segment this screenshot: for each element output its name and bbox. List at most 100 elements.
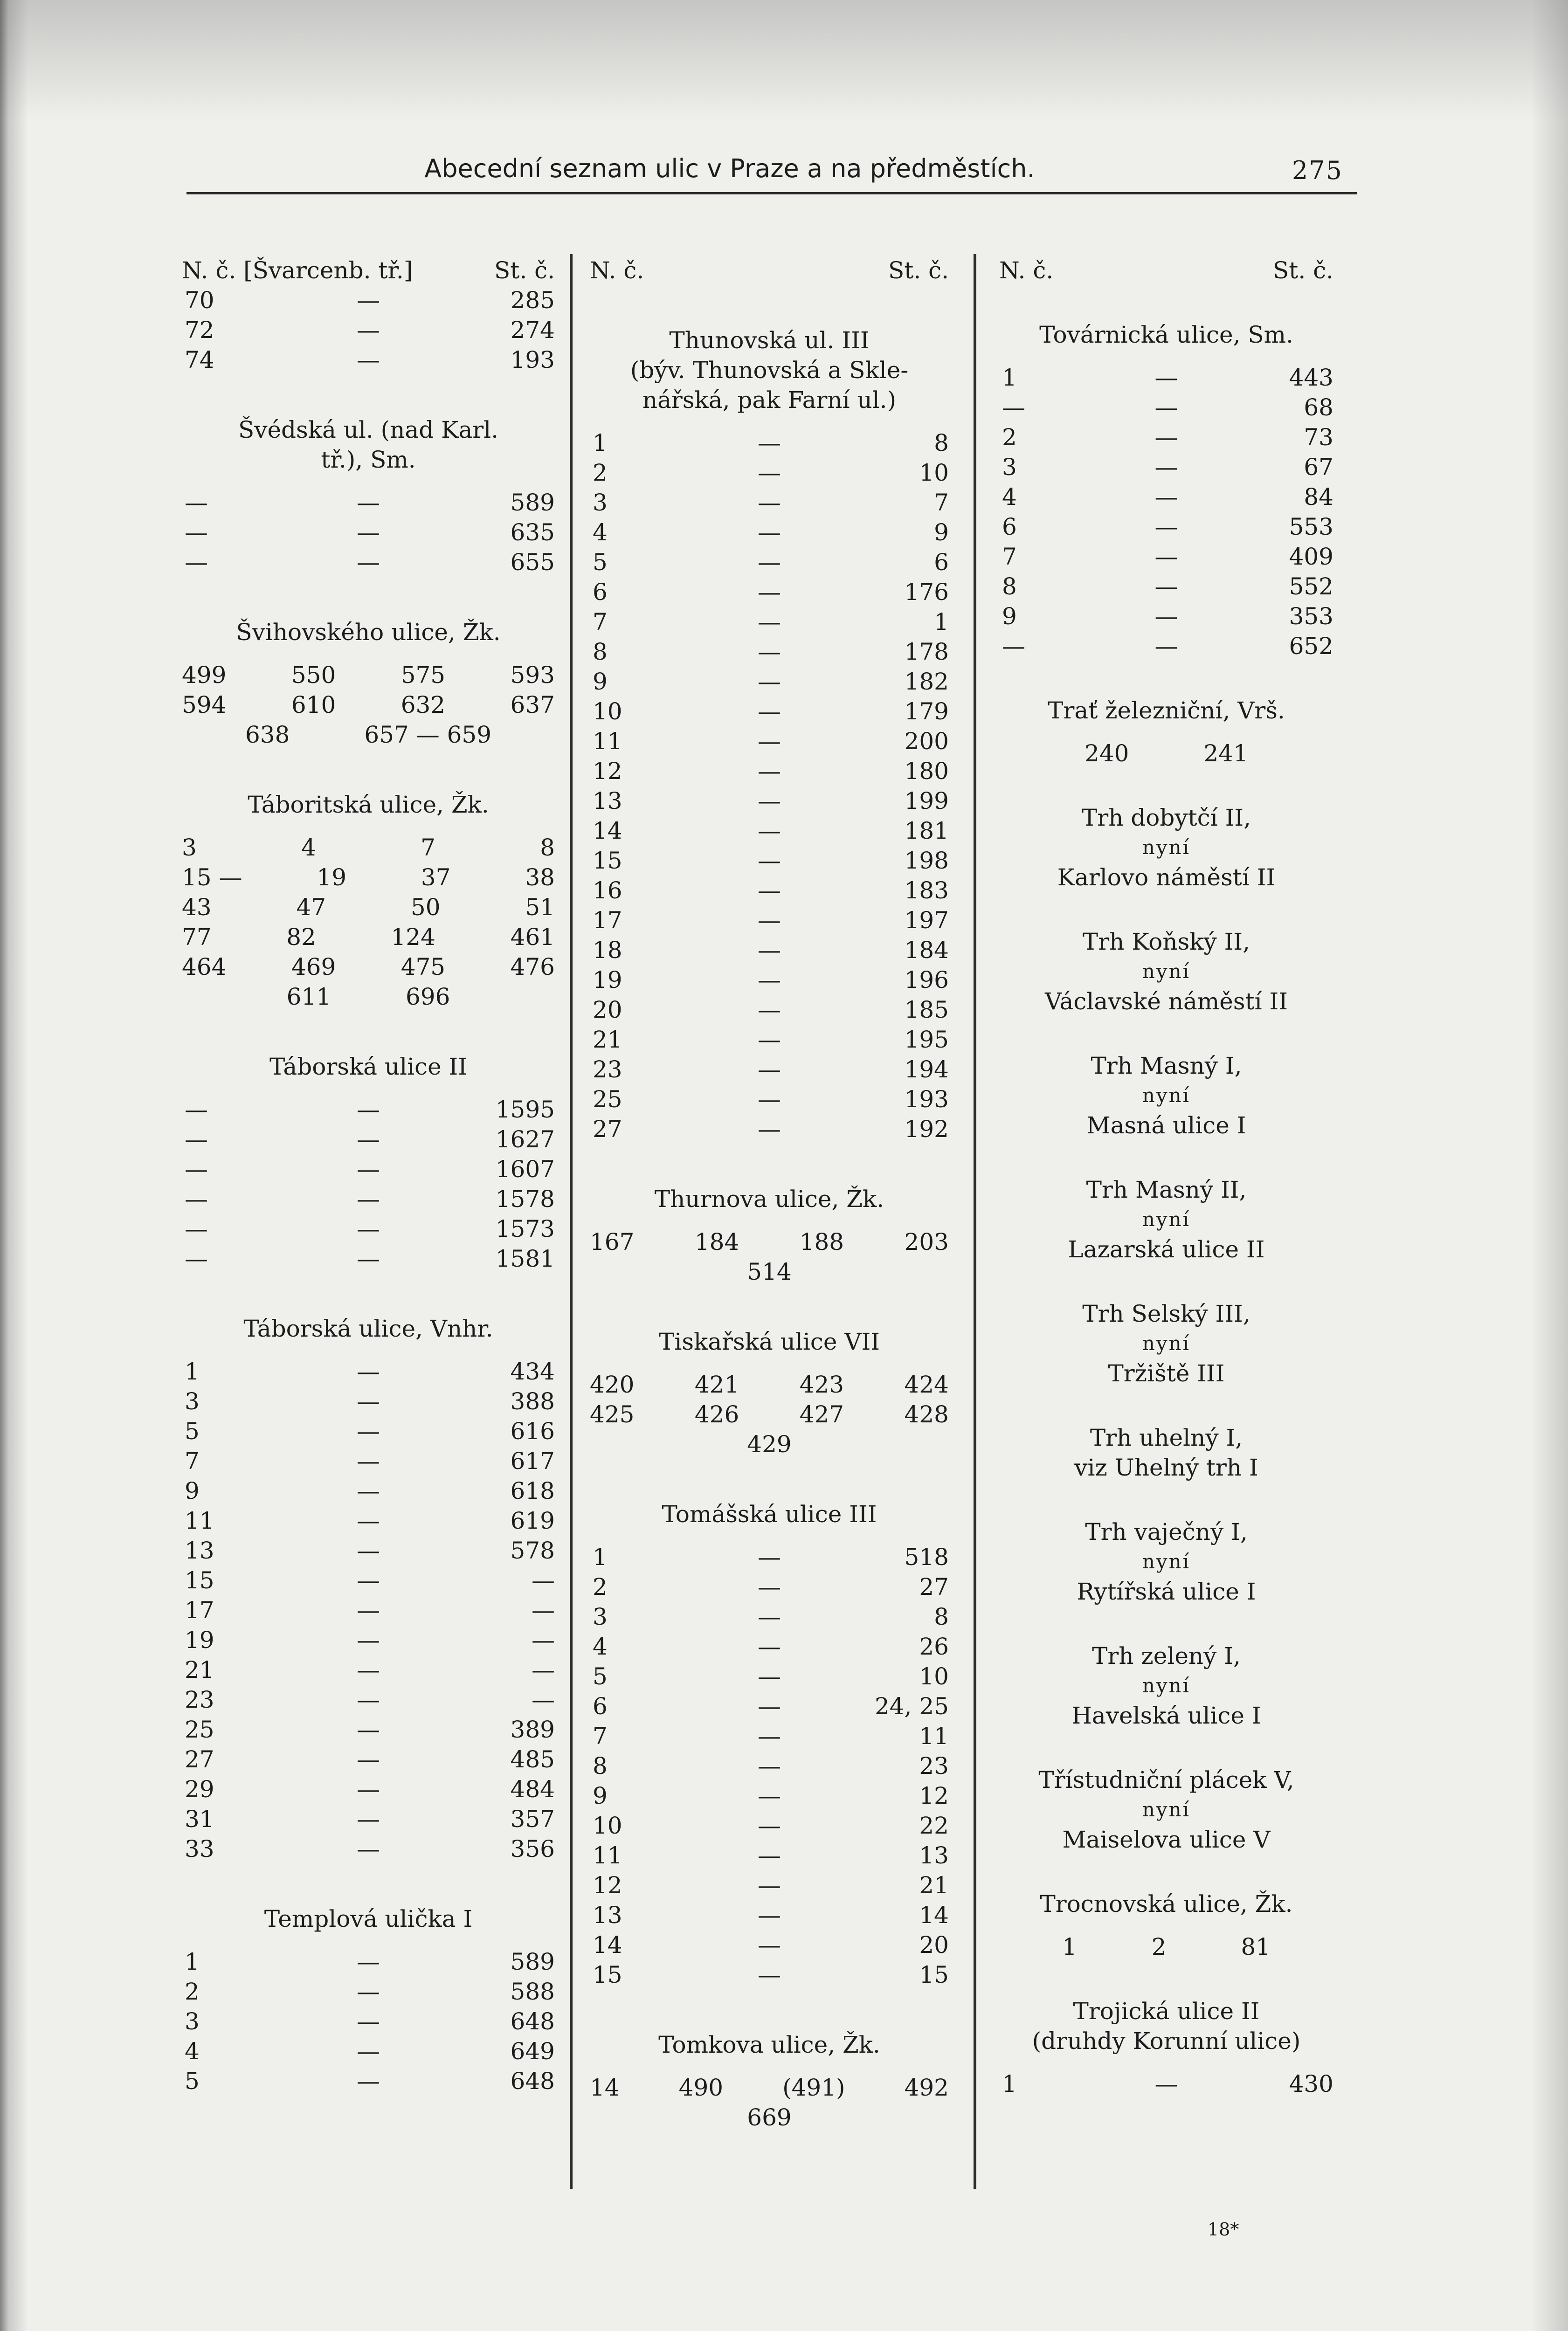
old-number: 193 bbox=[510, 346, 555, 373]
street-heading-line: Trh uhelný I, bbox=[1090, 1424, 1243, 1451]
new-number: 1 bbox=[1002, 2070, 1017, 2097]
new-number: 25 bbox=[593, 1086, 622, 1113]
house-number: 610 bbox=[291, 691, 336, 718]
old-number: 12 bbox=[919, 1782, 949, 1809]
old-number: 618 bbox=[510, 1477, 555, 1504]
table-row: 3 — 67 bbox=[999, 452, 1333, 482]
table-row: — — 68 bbox=[999, 393, 1333, 422]
old-number: 518 bbox=[904, 1544, 949, 1571]
house-number: 593 bbox=[510, 662, 555, 689]
new-number: 13 bbox=[185, 1537, 214, 1564]
new-number: 3 bbox=[185, 2008, 200, 2035]
house-number-row: 464 469 475 476 bbox=[182, 952, 555, 982]
house-number-row: 240 241 bbox=[999, 738, 1333, 768]
old-number: 180 bbox=[904, 758, 949, 785]
table-row: 15 — 15 bbox=[590, 1960, 949, 1990]
running-title: Abecední seznam ulic v Praze a na předmě… bbox=[424, 154, 1035, 183]
new-number: 2 bbox=[1002, 424, 1017, 451]
house-number: 3 bbox=[182, 834, 197, 861]
street-heading: Trh zelený I, nyní Havelská ulice I bbox=[999, 1641, 1333, 1731]
new-number: 5 bbox=[593, 1663, 608, 1690]
old-number: 616 bbox=[510, 1418, 555, 1445]
dash-separator: — bbox=[356, 1716, 380, 1743]
street-heading: Třístudniční plácek V, nyní Maiselova ulic… bbox=[999, 1765, 1333, 1855]
table-row: 16 — 183 bbox=[590, 876, 949, 905]
table-row: 23 — — bbox=[182, 1685, 555, 1715]
dash-separator: — bbox=[757, 1086, 781, 1113]
new-number-header: N. č. bbox=[999, 257, 1054, 284]
table-row: 2 — 27 bbox=[590, 1572, 949, 1602]
table-row: 15 — — bbox=[182, 1565, 555, 1595]
house-number: 476 bbox=[510, 953, 555, 980]
house-number: 15 — bbox=[182, 864, 242, 891]
old-number: 388 bbox=[510, 1388, 555, 1415]
house-number: 203 bbox=[904, 1228, 949, 1255]
house-number-row: 77 82 124 461 bbox=[182, 922, 555, 952]
table-row: 7 — 409 bbox=[999, 542, 1333, 572]
old-number: 1 bbox=[934, 608, 949, 635]
new-number: 3 bbox=[593, 489, 608, 516]
dash-separator: — bbox=[356, 1186, 380, 1213]
new-number: 16 bbox=[593, 877, 622, 904]
column-header: N. č. St. č. bbox=[999, 255, 1333, 285]
old-number: 619 bbox=[510, 1507, 555, 1534]
new-number: 29 bbox=[185, 1776, 214, 1803]
dash-separator: — bbox=[757, 1872, 781, 1899]
dash-separator: — bbox=[1154, 454, 1178, 481]
dash-separator: — bbox=[757, 907, 781, 934]
dash-separator: — bbox=[356, 1567, 380, 1594]
table-row: 8 — 178 bbox=[590, 637, 949, 667]
old-number-header: St. č. bbox=[1272, 257, 1333, 284]
street-heading-line: Trh Koňský II, bbox=[1082, 928, 1250, 955]
house-number: 492 bbox=[904, 2074, 949, 2101]
dash-separator: — bbox=[757, 817, 781, 844]
new-number: 5 bbox=[185, 1418, 200, 1445]
street-index-column-1: N. č. [Švarcenb. tř.] St. č. 70—285 72—274 7… bbox=[182, 255, 555, 2096]
table-row: 11 — 200 bbox=[590, 726, 949, 756]
old-number: 199 bbox=[904, 787, 949, 814]
dash-separator: — bbox=[757, 1603, 781, 1630]
old-number: 68 bbox=[1304, 394, 1333, 421]
new-number: 3 bbox=[593, 1603, 608, 1630]
house-number: 638 bbox=[245, 721, 290, 748]
street-heading-line: nyní bbox=[1142, 1084, 1191, 1107]
dash-separator: — bbox=[757, 1633, 781, 1660]
new-number: 8 bbox=[593, 1752, 608, 1779]
dash-separator: — bbox=[356, 1656, 380, 1683]
dash-separator: — bbox=[757, 1056, 781, 1083]
street-heading-line: nyní bbox=[1142, 1674, 1191, 1697]
house-number: 7 bbox=[421, 834, 435, 861]
dash-separator: — bbox=[356, 1156, 380, 1183]
old-number: 27 bbox=[919, 1573, 949, 1600]
new-number: 13 bbox=[593, 1902, 622, 1929]
street-heading: Továrnická ulice, Sm. bbox=[999, 320, 1333, 350]
dash-separator: — bbox=[757, 1573, 781, 1600]
dash-separator: — bbox=[757, 638, 781, 665]
street-heading-line: Trh Selský III, bbox=[1082, 1300, 1250, 1327]
table-row: 4 — 26 bbox=[590, 1632, 949, 1662]
table-row: 27 — 485 bbox=[182, 1745, 555, 1774]
old-number: 197 bbox=[904, 907, 949, 934]
old-number: 11 bbox=[919, 1723, 949, 1750]
new-number: 7 bbox=[185, 1448, 200, 1475]
old-number: 655 bbox=[510, 549, 555, 576]
old-number: 648 bbox=[510, 2008, 555, 2035]
new-number: 17 bbox=[185, 1597, 214, 1624]
street-heading-line: Švédská ul. (nad Karl. bbox=[238, 416, 499, 443]
old-number: 617 bbox=[510, 1448, 555, 1475]
table-row: 33 — 356 bbox=[182, 1834, 555, 1864]
dash-separator: — bbox=[1154, 543, 1178, 570]
street-heading: Tiskařská ulice VII bbox=[590, 1327, 949, 1357]
street-heading-line: Trh Masný II, bbox=[1086, 1176, 1247, 1203]
old-number: 357 bbox=[510, 1806, 555, 1833]
dash-separator: — bbox=[1154, 483, 1178, 510]
old-number: 648 bbox=[510, 2068, 555, 2095]
house-number: 82 bbox=[286, 924, 316, 951]
running-header: Abecední seznam ulic v Praze a na předmě… bbox=[187, 149, 1357, 194]
table-row: 19 — — bbox=[182, 1625, 555, 1655]
dash-separator: — bbox=[757, 758, 781, 785]
house-number: 51 bbox=[525, 894, 555, 921]
old-number: 589 bbox=[510, 1948, 555, 1975]
street-heading: Thurnova ulice, Žk. bbox=[590, 1184, 949, 1214]
old-number: 182 bbox=[904, 668, 949, 695]
